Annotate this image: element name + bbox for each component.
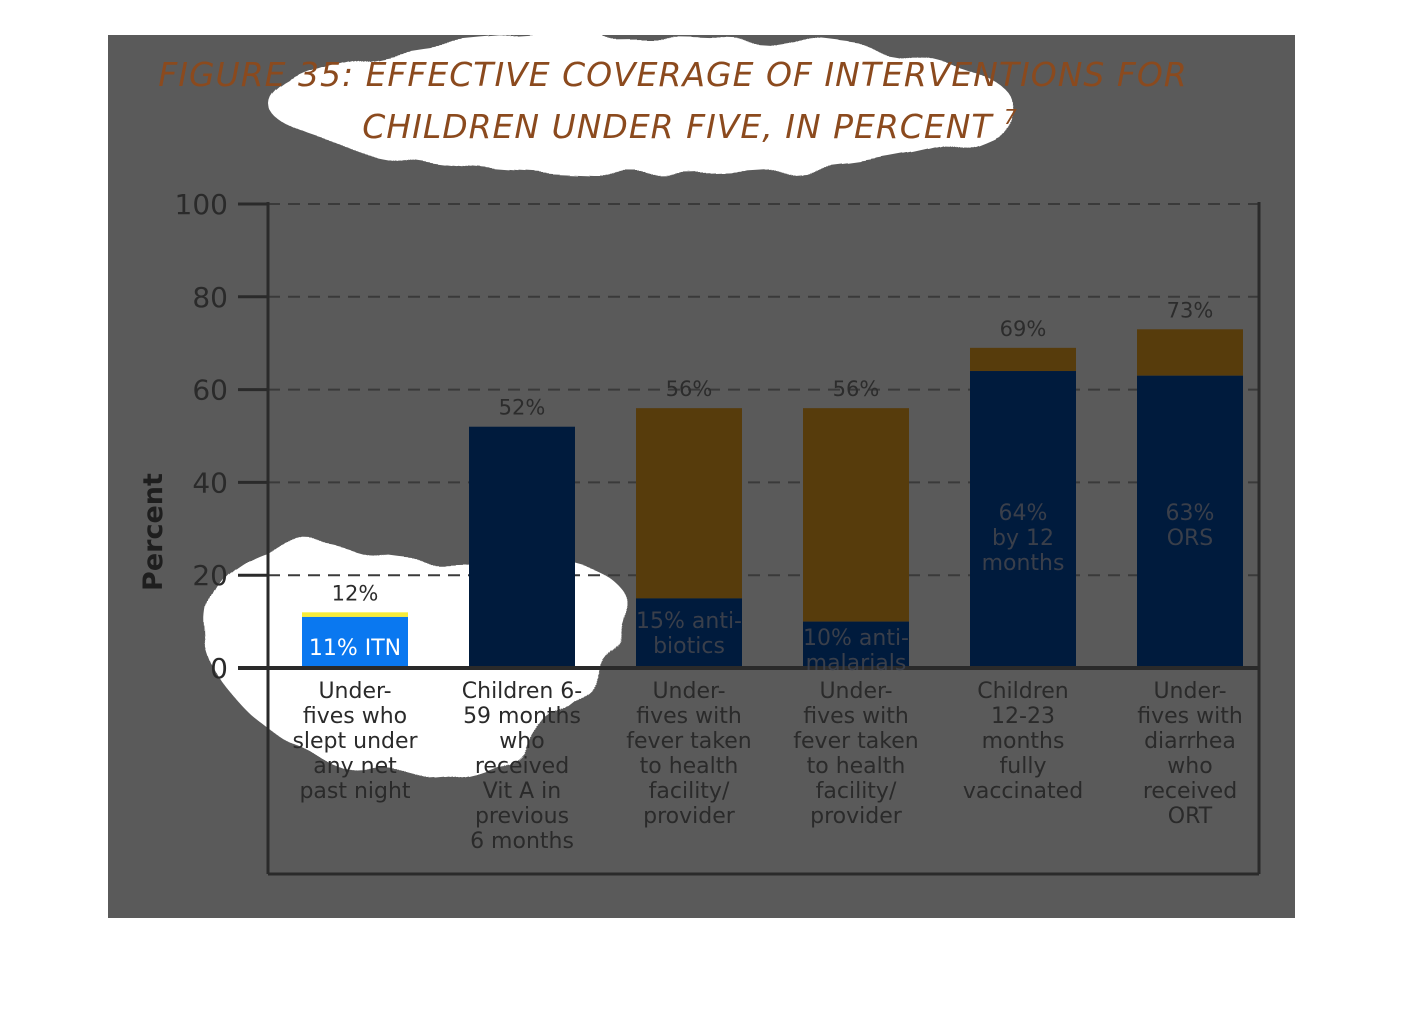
bar-total-label-3: 56% [666,377,713,401]
bar-total-segment-5 [970,347,1076,372]
category-label-4-6: provider [810,804,903,829]
grid-lines [268,203,1259,577]
category-label-2-7: 6 months [470,829,574,854]
category-label-2-6: previous [475,804,569,829]
category-label-6-2: fives with [1137,704,1243,729]
category-label-1-4: any net [313,754,397,779]
bar-total-segment-3 [636,408,742,599]
chart-title-line2: CHILDREN UNDER FIVE, IN PERCENT 7 [362,105,1018,146]
bar-effective-segment-2 [469,426,575,668]
category-label-6-1: Under- [1153,679,1226,704]
bar-effective-label-4-1: 10% anti- [803,626,909,651]
category-label-3-6: provider [643,804,736,829]
bar-group-2 [469,426,575,668]
category-label-1-1: Under- [318,679,391,704]
bar-effective-segment-5 [970,371,1076,668]
category-label-3-4: to health [640,754,739,779]
category-label-2-5: Vit A in [483,779,561,804]
bar-effective-label-6-2: ORS [1167,526,1214,551]
chart-title-superscript: 7 [1004,105,1018,129]
bar-total-label-6: 73% [1167,298,1214,322]
category-label-3-2: fives with [636,704,742,729]
category-label-6-5: received [1143,779,1237,804]
y-tick-label-40: 40 [192,466,228,499]
category-label-4-2: fives with [803,704,909,729]
y-tick-label-20: 20 [192,559,228,592]
y-tick-label-80: 80 [192,281,228,314]
y-tick-label-100: 100 [175,188,228,221]
bar-effective-label-5-3: months [982,551,1065,576]
category-label-3-3: fever taken [626,729,751,754]
bar-total-label-4: 56% [833,377,880,401]
category-label-4-4: to health [807,754,906,779]
bar-effective-segment-1 [302,616,408,668]
bar-effective-label-3-2: biotics [653,634,725,659]
bars [302,329,1243,668]
category-label-2-2: 59 months [463,704,581,729]
category-label-2-4: received [475,754,569,779]
category-label-1-2: fives who [303,704,407,729]
bar-effective-label-3-1: 15% anti- [636,609,742,634]
category-label-4-3: fever taken [793,729,918,754]
category-label-6-3: diarrhea [1144,729,1236,754]
category-label-2-1: Children 6- [462,679,582,704]
category-label-3-5: facility/ [649,779,730,804]
category-label-5-1: Children [977,679,1069,704]
category-label-4-1: Under- [819,679,892,704]
bar-total-label-2: 52% [499,396,546,420]
category-label-5-5: vaccinated [963,779,1083,804]
bar-effective-label-5-2: by 12 [992,526,1054,551]
category-label-1-3: slept under [292,729,418,754]
bar-total-label-5: 69% [1000,317,1047,341]
bar-group-3 [636,408,742,668]
axes: 0 20 40 60 80 100 Percent [138,188,1261,876]
bar-effective-segment-6 [1137,375,1243,668]
bar-effective-label-5-1: 64% [999,501,1048,526]
bar-effective-label-4-2: malarials [806,651,907,676]
bar-effective-label-6-1: 63% [1166,501,1215,526]
category-label-1-5: past night [299,779,410,804]
bar-total-segment-6 [1137,329,1243,376]
bar-group-5 [970,347,1076,668]
bar-effective-segment-4 [803,621,909,668]
category-label-5-4: fully [1000,754,1047,779]
category-label-6-6: ORT [1168,804,1213,829]
bar-total-label-1: 12% [332,581,379,605]
category-label-5-2: 12-23 [991,704,1055,729]
y-axis-label: Percent [138,473,169,591]
category-label-5-3: months [982,729,1065,754]
category-label-4-5: facility/ [816,779,897,804]
bar-total-segment-4 [803,408,909,622]
category-label-6-4: who [1167,754,1212,779]
bar-group-4 [803,408,909,668]
category-label-3-1: Under- [652,679,725,704]
bar-total-segment-1 [302,612,408,617]
bar-group-1 [302,612,408,668]
chart-title: FIGURE 35: EFFECTIVE COVERAGE OF INTERVE… [158,55,1187,146]
chart-title-line1: FIGURE 35: EFFECTIVE COVERAGE OF INTERVE… [158,55,1187,94]
bar-effective-label-1-1: 11% ITN [309,636,401,661]
y-tick-label-60: 60 [192,374,228,407]
bar-effective-segment-3 [636,598,742,668]
y-tick-label-0: 0 [210,652,228,685]
category-label-2-3: who [499,729,544,754]
bar-group-6 [1137,329,1243,668]
